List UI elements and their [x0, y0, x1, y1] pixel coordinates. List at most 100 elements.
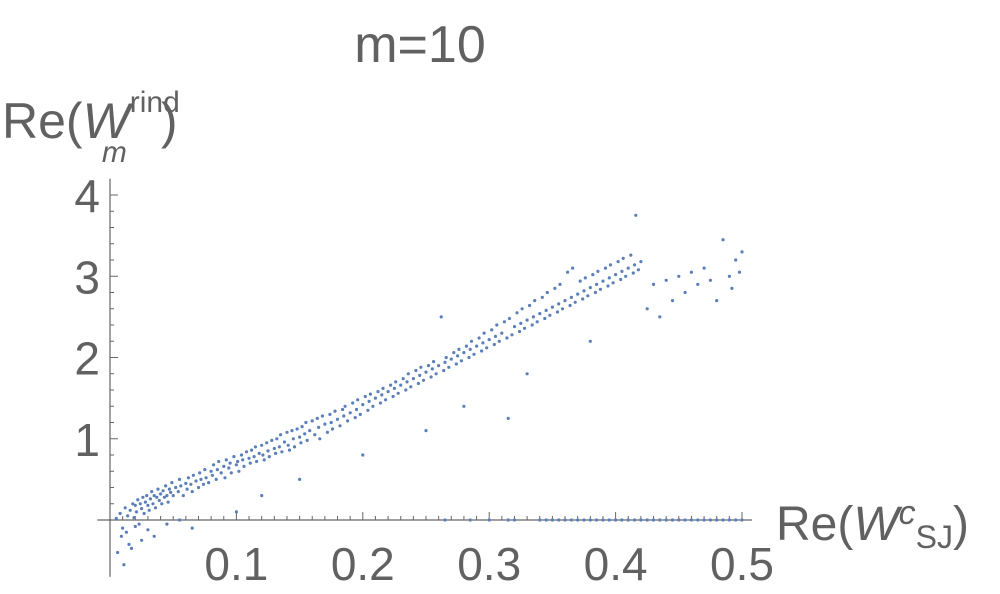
data-point [670, 518, 675, 522]
data-point [194, 479, 198, 483]
data-point [683, 518, 687, 522]
data-point [114, 516, 118, 521]
data-point [248, 461, 252, 465]
data-point [620, 518, 624, 522]
data-point [229, 471, 233, 475]
data-point [670, 299, 675, 303]
x-tick-label: 0.2 [331, 538, 395, 590]
data-point [607, 276, 611, 280]
data-point [467, 355, 471, 360]
data-point [528, 303, 532, 308]
data-point [495, 323, 499, 327]
data-point [124, 530, 128, 534]
data-point [401, 377, 405, 381]
data-point [287, 448, 292, 452]
y-tick-label: 4 [74, 170, 100, 222]
data-point [133, 524, 137, 529]
data-point [384, 398, 388, 402]
data-point [566, 270, 570, 274]
data-point [150, 490, 154, 494]
data-point [223, 476, 227, 480]
data-point [181, 494, 185, 498]
chart-title: m=10 [354, 16, 486, 74]
data-point [631, 271, 635, 275]
data-point [464, 344, 468, 348]
data-point [636, 268, 641, 272]
data-point [354, 407, 359, 412]
data-point [593, 290, 598, 295]
data-point [376, 390, 380, 394]
data-point [658, 315, 662, 319]
data-point [531, 315, 536, 319]
data-point [512, 325, 517, 329]
data-point [272, 446, 276, 451]
data-point [338, 424, 342, 428]
data-point [128, 508, 132, 512]
data-point [392, 386, 396, 390]
data-point [209, 469, 213, 473]
data-point [166, 500, 170, 504]
data-point [525, 318, 529, 322]
data-point [462, 404, 466, 408]
data-point [601, 279, 605, 283]
data-point [286, 443, 290, 447]
x-tick-label: 0.5 [710, 538, 774, 590]
data-point [153, 506, 158, 510]
data-point [358, 412, 362, 416]
data-point [255, 459, 259, 464]
data-point [419, 365, 423, 369]
tick-marks [110, 194, 743, 520]
data-point [734, 258, 738, 262]
x-label-superscript: c [899, 494, 916, 532]
data-point [629, 253, 633, 257]
data-point [493, 334, 498, 338]
data-point [702, 518, 706, 522]
data-point [260, 494, 264, 498]
data-point [265, 441, 269, 445]
data-point [481, 341, 485, 345]
data-point [651, 518, 656, 522]
data-point [658, 518, 662, 522]
data-point [576, 292, 580, 296]
data-point [545, 290, 549, 295]
data-point [129, 546, 134, 551]
data-point [237, 469, 241, 473]
data-point [506, 416, 510, 420]
data-point [330, 427, 335, 431]
data-point [133, 503, 137, 507]
data-point [147, 508, 151, 512]
data-point [506, 518, 510, 522]
data-point [310, 419, 314, 423]
data-point [409, 385, 413, 389]
data-point [543, 316, 547, 321]
data-point [315, 416, 319, 420]
x-axis-label: Re(WcSJ) [776, 494, 969, 555]
data-point [391, 394, 395, 399]
data-point [444, 355, 448, 360]
data-point [145, 494, 149, 498]
data-point [544, 308, 548, 312]
data-point [468, 347, 472, 351]
data-point [224, 458, 228, 462]
data-point [361, 403, 365, 407]
data-point [131, 502, 135, 506]
data-point [118, 511, 122, 516]
data-point [174, 485, 178, 490]
data-point [645, 307, 649, 311]
data-point [335, 417, 340, 421]
data-point [651, 282, 656, 286]
data-point [677, 518, 681, 522]
data-point [141, 495, 145, 499]
data-point [569, 295, 574, 299]
tick-labels: 0.1 0.2 0.3 0.4 0.5 1 2 3 4 [74, 170, 774, 590]
data-point [443, 360, 447, 364]
data-point [160, 502, 164, 506]
data-point [176, 490, 180, 494]
data-point [607, 518, 611, 522]
data-point [573, 300, 577, 304]
data-point [421, 378, 426, 382]
data-point [482, 331, 486, 335]
data-point [591, 273, 595, 277]
data-point [588, 518, 592, 522]
